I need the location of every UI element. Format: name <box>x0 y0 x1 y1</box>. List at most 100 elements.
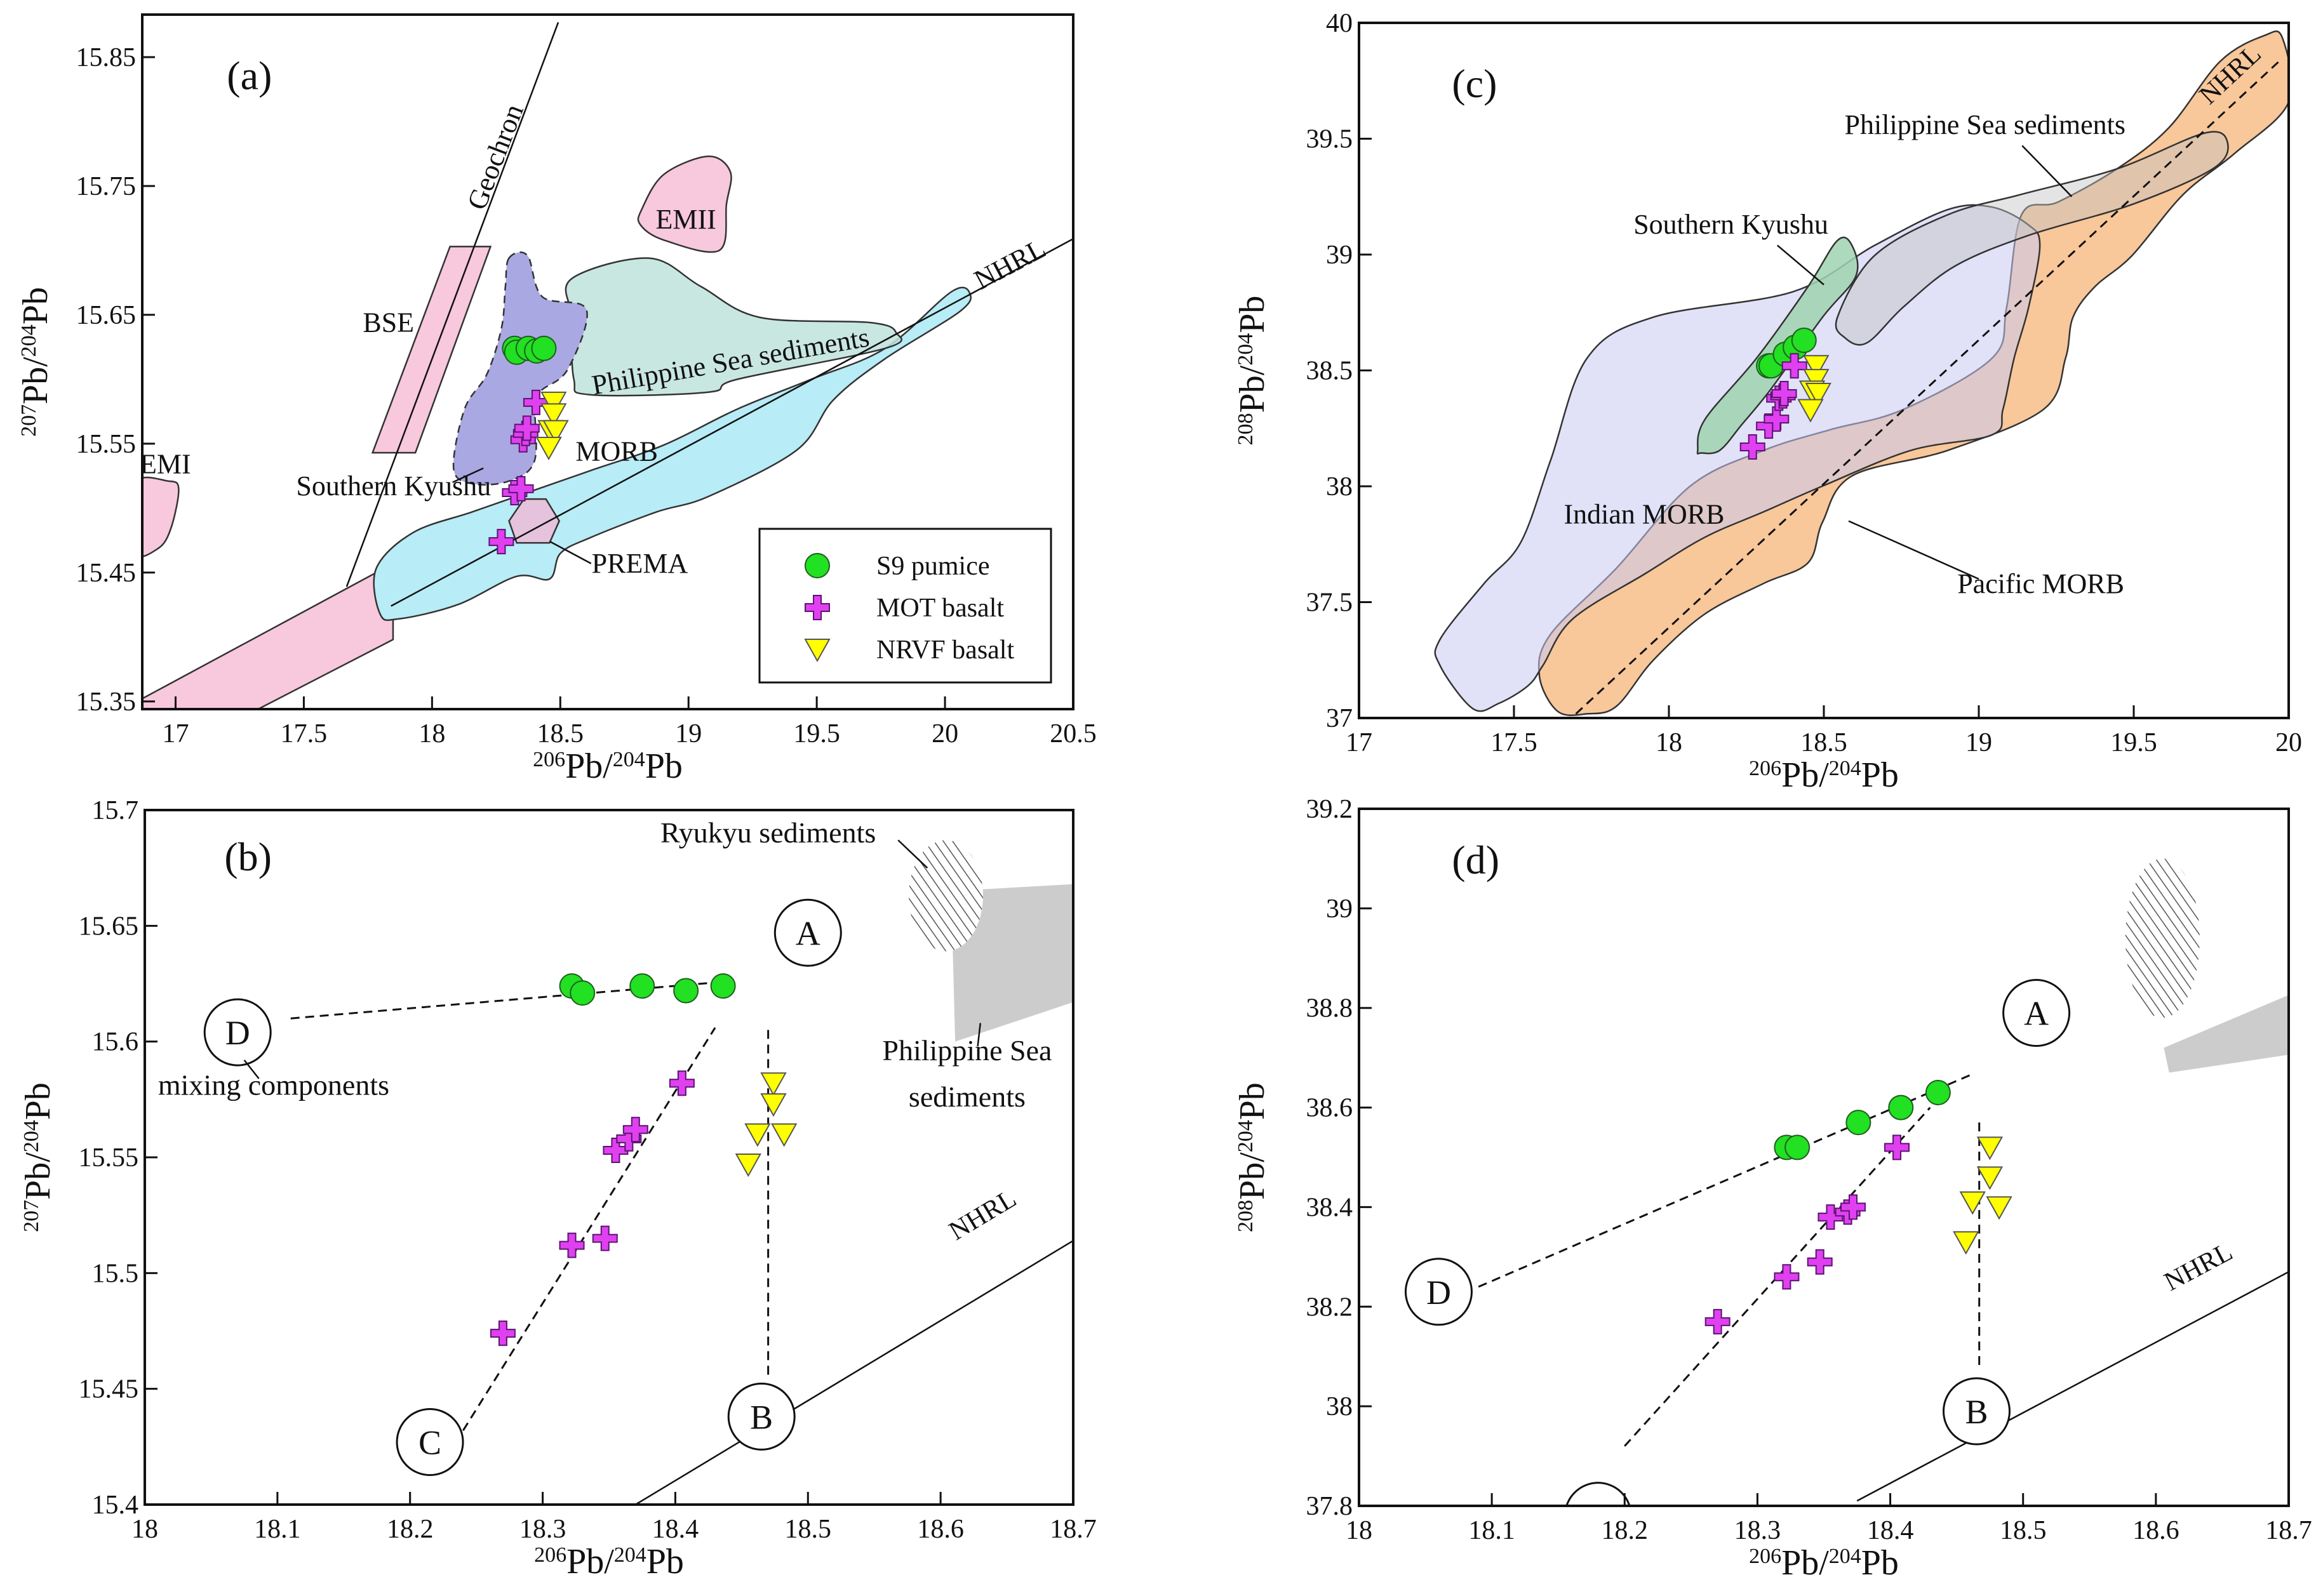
annotation-label: Philippine Sea <box>882 1034 1052 1067</box>
element-symbol: Pb/ <box>1233 365 1272 413</box>
x-tick-label: 18.1 <box>254 1515 301 1544</box>
x-tick-label: 18.6 <box>917 1515 964 1544</box>
y-tick-label: 15.55 <box>76 430 137 459</box>
mass-number-superscript: 206 <box>1749 757 1781 780</box>
mass-number-superscript: 207 <box>17 404 41 437</box>
x-tick-label: 20.5 <box>1050 719 1097 748</box>
data-point-s9-pumice <box>570 980 596 1006</box>
data-point-mot-basalt <box>1774 1264 1800 1290</box>
element-symbol: Pb/ <box>16 357 55 404</box>
line-nhrl <box>1856 1271 2289 1502</box>
y-tick-label: 38.4 <box>1306 1193 1353 1222</box>
region-bse <box>371 246 492 454</box>
element-symbol: Pb <box>1861 1543 1899 1583</box>
data-point-s9-pumice <box>1845 1110 1871 1136</box>
x-tick-label: 18 <box>1656 728 1682 757</box>
y-tick-label: 38.2 <box>1306 1293 1353 1322</box>
x-tick-label: 20 <box>2275 728 2302 757</box>
y-tick-label: 15.65 <box>76 301 137 330</box>
data-point-nrvf-basalt <box>540 403 567 427</box>
data-point-mot-basalt <box>490 1320 516 1347</box>
y-tick-label: 15.65 <box>79 912 139 941</box>
data-point-mot-basalt <box>1817 1204 1844 1230</box>
y-tick-label: 37.8 <box>1306 1492 1353 1521</box>
data-point-s9-pumice <box>1925 1080 1951 1106</box>
annotation-label: Pacific MORB <box>1957 568 2124 599</box>
x-tick-label: 18.2 <box>1602 1516 1649 1545</box>
leader-line <box>1848 520 1979 580</box>
mixing-component-label: C <box>1586 1498 1609 1536</box>
mass-number-superscript: 207 <box>20 1200 43 1232</box>
line-c-mixing-line <box>462 1027 716 1432</box>
x-tick-label: 18.4 <box>1867 1516 1914 1545</box>
y-tick-label: 15.55 <box>79 1143 139 1173</box>
y-axis-title: 207Pb/204Pb <box>18 1082 58 1232</box>
annotation-label: Southern Kyushu <box>1633 209 1828 240</box>
mass-number-superscript: 206 <box>1749 1545 1781 1568</box>
data-point-mot-basalt <box>559 1232 585 1258</box>
mixing-component-c <box>1565 1482 1631 1506</box>
panels: (a) Geochron EMII BSE NHRL Philippine Sea sed… <box>16 9 2312 1583</box>
mass-number-superscript: 204 <box>1234 1120 1257 1152</box>
mixing-component-label: A <box>2024 995 2049 1033</box>
y-tick-label: 15.4 <box>92 1491 139 1520</box>
leader-line <box>549 541 592 564</box>
y-tick-label: 15.7 <box>92 796 139 825</box>
panel-label: (b) <box>224 834 272 879</box>
data-point-mot-basalt <box>1807 1249 1833 1275</box>
y-tick-label: 38.8 <box>1306 994 1353 1023</box>
mixing-component-label: B <box>750 1398 773 1436</box>
x-tick-label: 18.5 <box>785 1515 832 1544</box>
region-philippine-sea-sediments <box>1835 131 2229 346</box>
data-point-nrvf-basalt <box>1953 1231 1979 1255</box>
element-symbol: Pb/ <box>1781 1543 1829 1583</box>
plot-area: (c) Philippine Sea sediments Southern Kyus… <box>1434 30 2289 716</box>
panel-c: (c) Philippine Sea sediments Southern Kyus… <box>1233 9 2302 795</box>
data-point-mot-basalt <box>1764 406 1790 432</box>
legend-marker-plus <box>805 595 830 620</box>
x-tick-label: 18.4 <box>652 1515 699 1544</box>
data-point-mot-basalt <box>508 475 534 502</box>
x-tick-label: 18.3 <box>519 1515 566 1544</box>
data-point-s9-pumice <box>531 335 557 361</box>
data-point-nrvf-basalt <box>770 1123 798 1147</box>
data-point-s9-pumice <box>710 973 736 999</box>
element-symbol: Pb <box>18 1082 58 1120</box>
data-point-nrvf-basalt <box>744 1123 771 1147</box>
data-point-nrvf-basalt <box>1797 399 1824 423</box>
region-dm <box>142 562 394 709</box>
y-tick-label: 15.85 <box>76 43 137 72</box>
mass-number-superscript: 206 <box>533 748 565 771</box>
annotation-label: EMII <box>656 204 716 235</box>
element-symbol: Pb <box>1861 755 1899 795</box>
plot-frame <box>1358 808 2290 1507</box>
line-d-mixing-line <box>1478 1074 1971 1288</box>
mass-number-superscript: 204 <box>1829 1545 1861 1568</box>
annotation-label: NHRL <box>944 1184 1022 1246</box>
y-tick-label: 38 <box>1326 472 1353 502</box>
line-d-mixing-line <box>290 980 729 1020</box>
region-indian-morb <box>1434 204 2041 712</box>
element-symbol: Pb <box>646 1542 684 1581</box>
element-symbol: Pb <box>645 747 683 786</box>
line-c-mixing-line <box>1624 1107 1931 1447</box>
region-ryukyu-sediments-hatched <box>909 840 983 952</box>
element-symbol: Pb <box>16 287 55 324</box>
mass-number-superscript: 204 <box>20 1120 43 1152</box>
element-symbol: Pb <box>1233 1082 1272 1120</box>
y-axis-title: 207Pb/204Pb <box>16 287 55 437</box>
y-tick-label: 40 <box>1326 9 1353 38</box>
x-tick-label: 18.1 <box>1468 1516 1515 1545</box>
data-point-nrvf-basalt <box>540 391 567 415</box>
data-point-mot-basalt <box>1781 353 1807 379</box>
mixing-component-label: A <box>796 914 820 952</box>
leader-line <box>897 839 928 869</box>
data-point-mot-basalt <box>488 529 514 555</box>
mixing-component-label: B <box>1965 1393 1988 1431</box>
y-axis-title: 208Pb/204Pb <box>1233 1082 1272 1232</box>
leader-line <box>243 1060 260 1079</box>
mixing-component-label: C <box>418 1424 441 1462</box>
x-tick-label: 18.5 <box>1800 728 1847 757</box>
data-point-nrvf-basalt <box>760 1093 787 1117</box>
